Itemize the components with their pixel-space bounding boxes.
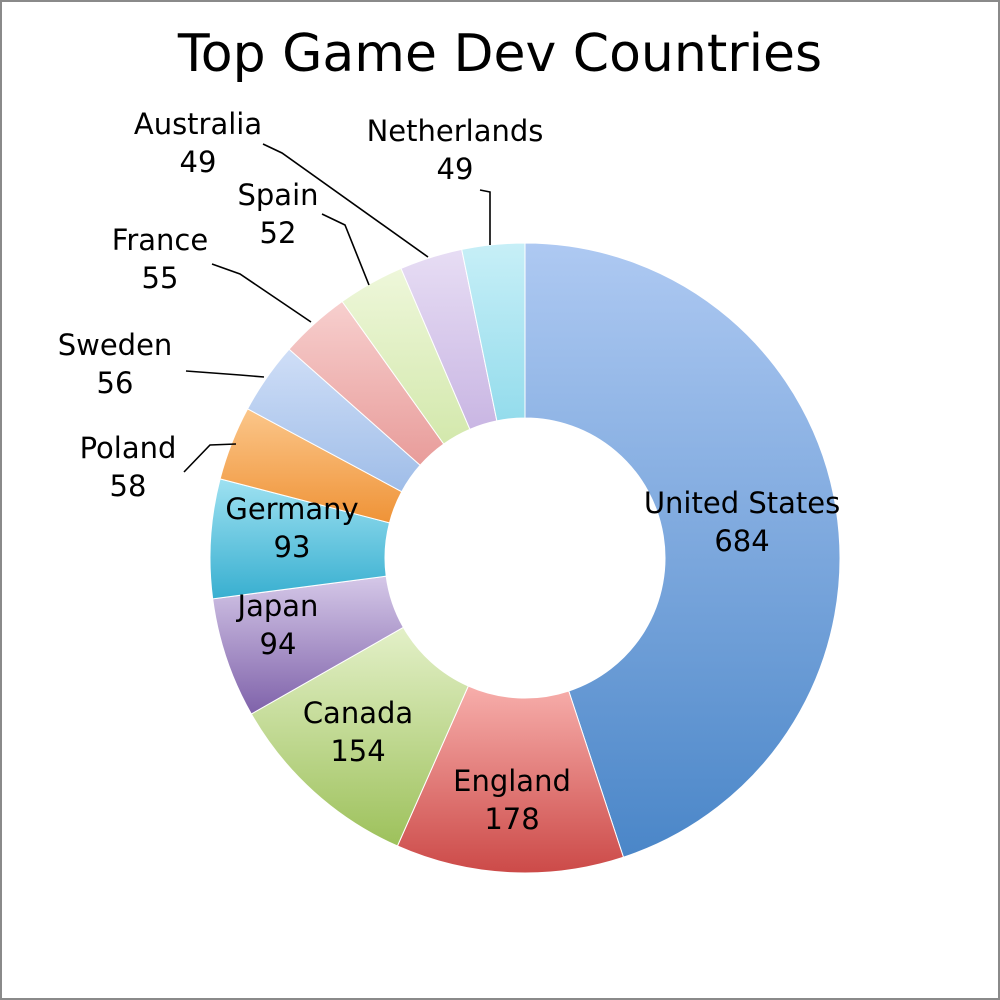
slice-england xyxy=(396,685,625,874)
slice-label-spain: Spain xyxy=(237,178,318,212)
slice-value-england: 178 xyxy=(484,802,539,836)
slice-label-france: France xyxy=(112,223,208,257)
slice-label-japan: Japan xyxy=(236,589,319,623)
slice-value-france: 55 xyxy=(142,261,179,295)
leader-line-france xyxy=(211,263,312,323)
slice-value-japan: 94 xyxy=(260,627,297,661)
leader-line-spain xyxy=(321,213,370,286)
slice-label-united-states: United States xyxy=(644,486,840,520)
slice-value-spain: 52 xyxy=(260,216,297,250)
slice-label-poland: Poland xyxy=(80,431,177,465)
leader-line-netherlands xyxy=(479,189,491,245)
slice-label-australia: Australia xyxy=(134,107,262,141)
slice-value-poland: 58 xyxy=(110,469,147,503)
chart-title: Top Game Dev Countries xyxy=(177,24,823,84)
leader-line-australia xyxy=(262,143,429,258)
slice-netherlands xyxy=(461,242,526,422)
slice-value-germany: 93 xyxy=(274,530,311,564)
slice-value-united-states: 684 xyxy=(714,524,769,558)
slice-label-canada: Canada xyxy=(303,696,413,730)
slice-label-england: England xyxy=(453,764,571,798)
slice-united-states xyxy=(524,242,841,858)
slice-value-netherlands: 49 xyxy=(437,152,474,186)
leader-line-sweden xyxy=(185,370,265,378)
slice-label-netherlands: Netherlands xyxy=(367,114,544,148)
leader-line-poland xyxy=(183,443,237,473)
slice-value-australia: 49 xyxy=(180,145,217,179)
slice-label-sweden: Sweden xyxy=(58,328,173,362)
slice-value-canada: 154 xyxy=(330,734,385,768)
slice-label-germany: Germany xyxy=(225,492,358,526)
slice-value-sweden: 56 xyxy=(97,366,134,400)
